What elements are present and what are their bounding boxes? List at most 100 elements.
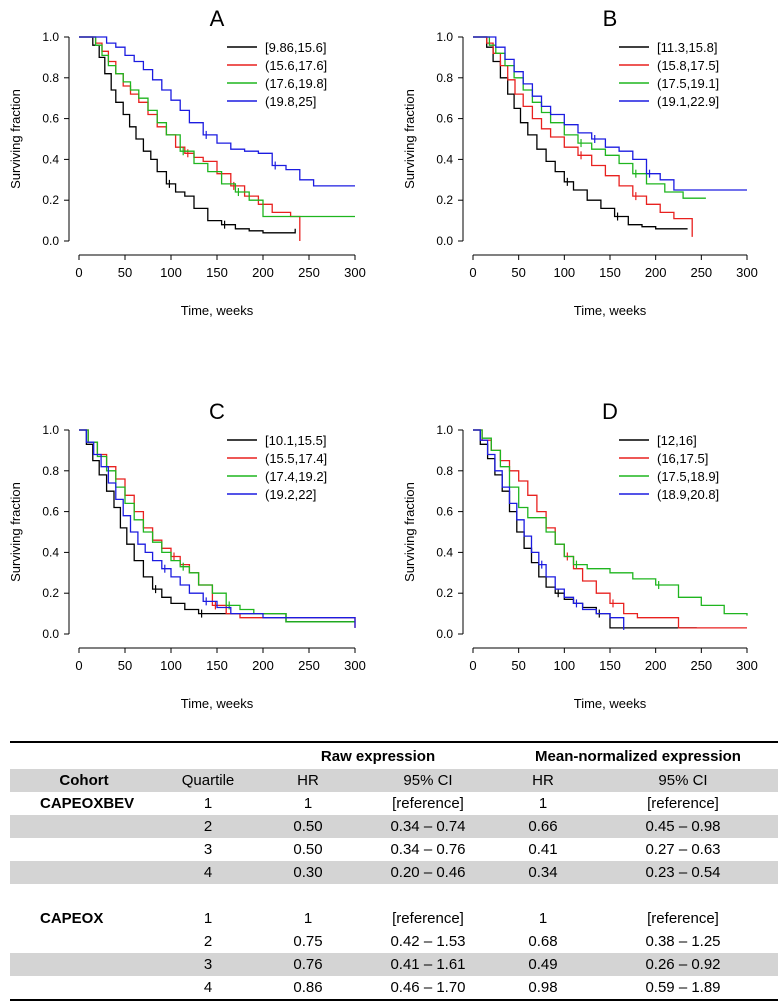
legend-label: (16,17.5]: [657, 451, 708, 466]
panel-d: D 0.0 0.2 0.4 0.6 0.8 1.0 0 50 100 150 200 250 300 Tim…: [402, 399, 758, 711]
cell-ci-mean: [reference]: [647, 795, 719, 812]
y-tick-label: 1.0: [436, 423, 453, 437]
panel-title: A: [210, 6, 225, 31]
cell-hr-raw: 0.30: [258, 861, 358, 884]
cell-ci-mean: 0.27 – 0.63: [645, 841, 721, 858]
col-header-hr-mean: HR: [532, 772, 554, 789]
legend-label: (17.5,18.9]: [657, 469, 719, 484]
x-tick-label: 300: [344, 265, 366, 280]
legend-label: [10.1,15.5]: [265, 433, 326, 448]
series-line: [79, 429, 356, 628]
cell-ci-mean: 0.26 – 0.92: [588, 953, 778, 976]
cell-ci-raw: 0.42 – 1.53: [390, 933, 466, 950]
x-tick-label: 100: [553, 265, 575, 280]
cell-ci-raw: 0.41 – 1.61: [358, 953, 498, 976]
y-tick-label: 0.4: [42, 152, 59, 166]
cell-quartile: 3: [158, 953, 258, 976]
series-line: [473, 36, 693, 237]
legend-label: (18.9,20.8]: [657, 487, 719, 502]
x-tick-label: 200: [645, 265, 667, 280]
panel-b: B 0.0 0.2 0.4 0.6 0.8 1.0 0 50 100 150 200 250 300 Tim…: [402, 6, 758, 318]
legend: [11.3,15.8] (15.8,17.5] (17.5,19.1] (19.1,2…: [619, 40, 719, 109]
x-axis-label: Time, weeks: [574, 696, 647, 711]
y-axis-label: Surviving fraction: [402, 482, 417, 582]
cell-ci-mean: [reference]: [647, 910, 719, 927]
legend-label: [12,16]: [657, 433, 697, 448]
cell-quartile: 4: [158, 861, 258, 884]
table-row: 2 0.75 0.42 – 1.53 0.68 0.38 – 1.25: [10, 930, 778, 953]
cell-hr-mean: 0.34: [498, 861, 588, 884]
table-row: CAPEOX 1 1 [reference] 1 [reference]: [10, 907, 778, 930]
x-tick-label: 50: [118, 265, 132, 280]
y-tick-label: 0.0: [436, 234, 453, 248]
cell-hr-raw: 0.86: [258, 976, 358, 1001]
y-tick-label: 1.0: [42, 30, 59, 44]
cell-hr-mean: 1: [538, 795, 548, 812]
x-tick-label: 100: [160, 658, 182, 673]
y-tick-label: 0.8: [42, 464, 59, 478]
table-row: 4 0.30 0.20 – 0.46 0.34 0.23 – 0.54: [10, 861, 778, 884]
y-tick-label: 0.0: [436, 627, 453, 641]
cell-quartile: 2: [158, 815, 258, 838]
x-tick-label: 150: [206, 265, 228, 280]
y-tick-label: 0.8: [42, 71, 59, 85]
x-axis-label: Time, weeks: [181, 303, 254, 318]
cell-hr-raw: 0.50: [293, 841, 323, 858]
cell-cohort: [10, 976, 158, 1001]
x-tick-label: 50: [511, 265, 525, 280]
y-tick-label: 0.4: [436, 152, 453, 166]
legend-label: (15.6,17.6]: [265, 58, 327, 73]
cell-cohort: [10, 861, 158, 884]
group-header-raw: Raw expression: [258, 741, 498, 769]
y-tick-label: 0.6: [42, 505, 59, 519]
series-line: [79, 36, 355, 218]
y-tick-label: 0.0: [42, 234, 59, 248]
cell-hr-mean: 0.98: [498, 976, 588, 1001]
cell-quartile: 3: [203, 841, 213, 858]
group-header-blank: [10, 741, 258, 769]
y-tick-label: 0.6: [436, 112, 453, 126]
col-header-hr-raw: HR: [297, 772, 319, 789]
panel-title: B: [603, 6, 618, 31]
col-header-quartile: Quartile: [181, 772, 235, 789]
cell-cohort: [10, 815, 158, 838]
cell-cohort: CAPEOXBEV: [40, 795, 135, 812]
cell-ci-raw: 0.46 – 1.70: [358, 976, 498, 1001]
cell-cohort: [10, 838, 158, 861]
x-axis-label: Time, weeks: [574, 303, 647, 318]
y-axis-label: Surviving fraction: [402, 89, 417, 189]
x-tick-label: 0: [75, 658, 82, 673]
cell-hr-raw: 0.50: [258, 815, 358, 838]
cell-quartile: 2: [203, 933, 213, 950]
legend-label: (15.5,17.4]: [265, 451, 327, 466]
cell-ci-raw: 0.34 – 0.76: [390, 841, 466, 858]
x-tick-label: 250: [690, 265, 712, 280]
legend-label: (17.6,19.8]: [265, 76, 327, 91]
y-axis-label: Surviving fraction: [8, 89, 23, 189]
legend: [9.86,15.6] (15.6,17.6] (17.6,19.8] (19.8,2…: [227, 40, 327, 109]
x-tick-label: 100: [553, 658, 575, 673]
cell-ci-mean: 0.38 – 1.25: [645, 933, 721, 950]
x-tick-label: 200: [252, 265, 274, 280]
y-tick-label: 0.4: [436, 545, 453, 559]
x-tick-label: 50: [511, 658, 525, 673]
x-tick-label: 0: [469, 658, 476, 673]
y-axis-label: Surviving fraction: [8, 482, 23, 582]
legend-label: [9.86,15.6]: [265, 40, 326, 55]
cell-hr-raw: 1: [303, 795, 313, 812]
x-tick-label: 250: [298, 658, 320, 673]
cell-ci-raw: [reference]: [392, 910, 464, 927]
cell-ci-mean: 0.45 – 0.98: [588, 815, 778, 838]
cell-ci-raw: 0.20 – 0.46: [358, 861, 498, 884]
cell-hr-raw: 0.75: [293, 933, 323, 950]
y-tick-label: 1.0: [42, 423, 59, 437]
table-row: 3 0.76 0.41 – 1.61 0.49 0.26 – 0.92: [10, 953, 778, 976]
series-line: [473, 429, 748, 616]
y-tick-label: 0.6: [42, 112, 59, 126]
y-tick-label: 0.6: [436, 505, 453, 519]
cell-hr-mean: 0.49: [498, 953, 588, 976]
cell-cohort: [10, 953, 158, 976]
spacer-cell: [10, 884, 778, 907]
y-tick-label: 0.4: [42, 545, 59, 559]
x-tick-label: 250: [690, 658, 712, 673]
